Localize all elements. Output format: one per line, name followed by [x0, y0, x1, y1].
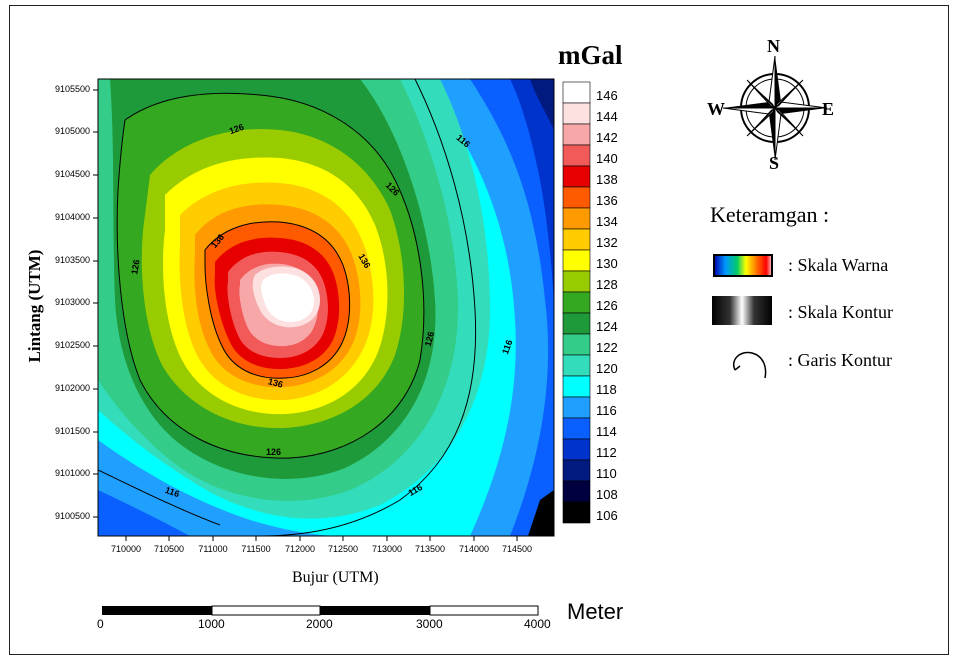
x-tick-label: 713000	[371, 544, 403, 554]
y-tick-label: 9104000	[54, 212, 90, 222]
colorbar-label: 130	[596, 256, 618, 271]
colorbar-label: 120	[596, 361, 618, 376]
legend-item-contour-line: : Garis Kontur	[788, 350, 892, 370]
x-axis-label: Bujur (UTM)	[292, 569, 379, 586]
colorbar-swatch	[562, 81, 591, 104]
colorbar-swatch	[562, 333, 591, 356]
colorbar-label: 110	[596, 466, 617, 481]
colorbar-swatch	[562, 165, 591, 188]
colorbar-swatch	[562, 291, 591, 314]
colorbar-swatch	[562, 396, 591, 419]
y-tick-label: 9103000	[54, 297, 90, 307]
y-tick-label: 9102000	[54, 383, 90, 393]
colorbar-label: 146	[596, 88, 618, 103]
x-tick-label: 711500	[241, 544, 271, 554]
colorbar-label: 134	[596, 214, 618, 229]
colorbar-label: 128	[596, 277, 618, 292]
y-tick-label: 9100500	[54, 511, 90, 521]
contour-scale-swatch	[712, 296, 772, 325]
compass-north-label: N	[767, 36, 780, 56]
colorbar-label: 106	[596, 508, 618, 523]
scale-bar	[102, 605, 539, 616]
colorbar-label: 138	[596, 172, 618, 187]
colorbar-swatch	[562, 312, 591, 335]
colorbar-swatch	[562, 417, 591, 440]
colorbar-swatch	[562, 102, 591, 125]
scale-tick-label: 0	[97, 617, 104, 631]
x-tick-label: 712500	[327, 544, 359, 554]
compass-east-label: E	[822, 99, 835, 119]
colorbar-label: 144	[596, 109, 618, 124]
colorbar-label: 126	[596, 298, 618, 313]
y-axis-label: Lintang (UTM)	[25, 249, 44, 363]
y-tick-label: 9101500	[54, 426, 90, 436]
colorbar-label: 124	[596, 319, 618, 334]
y-tick-label: 9102500	[54, 340, 90, 350]
colorbar-label: 142	[596, 130, 618, 145]
colorbar-label: 132	[596, 235, 618, 250]
x-tick-label: 710000	[110, 544, 142, 554]
x-tick-label: 713500	[414, 544, 446, 554]
x-tick-label: 714000	[458, 544, 490, 554]
colorbar-swatch	[562, 375, 591, 398]
y-tick-label: 9101000	[54, 468, 90, 478]
colorbar-swatch	[562, 354, 591, 377]
colorbar-label: 116	[596, 403, 617, 418]
colorbar-swatch	[562, 249, 591, 272]
compass-rose-icon	[722, 55, 828, 161]
colorbar-label: 112	[596, 445, 617, 460]
x-tick-label: 711000	[198, 544, 228, 554]
scale-tick-label: 3000	[416, 617, 443, 631]
colorbar-label: 108	[596, 487, 618, 502]
colorbar-swatch	[562, 501, 591, 524]
unit-title: mGal	[558, 40, 623, 70]
colorbar-swatch	[562, 228, 591, 251]
scale-tick-label: 4000	[524, 617, 551, 631]
colorbar-swatch	[562, 207, 591, 230]
compass-south-label: S	[769, 153, 780, 173]
map-frame	[9, 5, 949, 655]
colorbar-label: 140	[596, 151, 618, 166]
x-tick-label: 710500	[153, 544, 185, 554]
colorbar	[562, 81, 591, 524]
colorbar-swatch	[562, 438, 591, 461]
colorbar-swatch	[562, 459, 591, 482]
colorbar-label: 118	[596, 382, 617, 397]
axis-ticks	[93, 89, 518, 541]
colorbar-swatch	[562, 144, 591, 167]
colorbar-label: 122	[596, 340, 618, 355]
legend-item-color-scale: : Skala Warna	[788, 255, 889, 275]
y-tick-label: 9104500	[54, 169, 90, 179]
gravity-contour-map	[98, 79, 554, 536]
colorbar-swatch	[562, 186, 591, 209]
compass-west-label: W	[707, 99, 725, 119]
legend-title: Keteramgan :	[710, 202, 830, 227]
plot-border	[97, 78, 555, 537]
x-tick-label: 712000	[284, 544, 316, 554]
legend-item-contour-scale: : Skala Kontur	[788, 302, 893, 322]
scale-tick-label: 1000	[198, 617, 225, 631]
colorbar-label: 114	[596, 424, 617, 439]
y-tick-label: 9105000	[54, 126, 90, 136]
contour-label: 126	[266, 447, 282, 457]
colorbar-swatch	[562, 480, 591, 503]
x-tick-label: 714500	[501, 544, 533, 554]
colorbar-swatch	[562, 270, 591, 293]
scale-tick-label: 2000	[306, 617, 333, 631]
y-tick-label: 9103500	[54, 255, 90, 265]
colorbar-swatch	[562, 123, 591, 146]
y-tick-label: 9105500	[54, 84, 90, 94]
color-scale-swatch	[713, 254, 773, 277]
contour-line-icon	[733, 351, 767, 379]
scale-unit: Meter	[567, 599, 624, 624]
colorbar-label: 136	[596, 193, 618, 208]
